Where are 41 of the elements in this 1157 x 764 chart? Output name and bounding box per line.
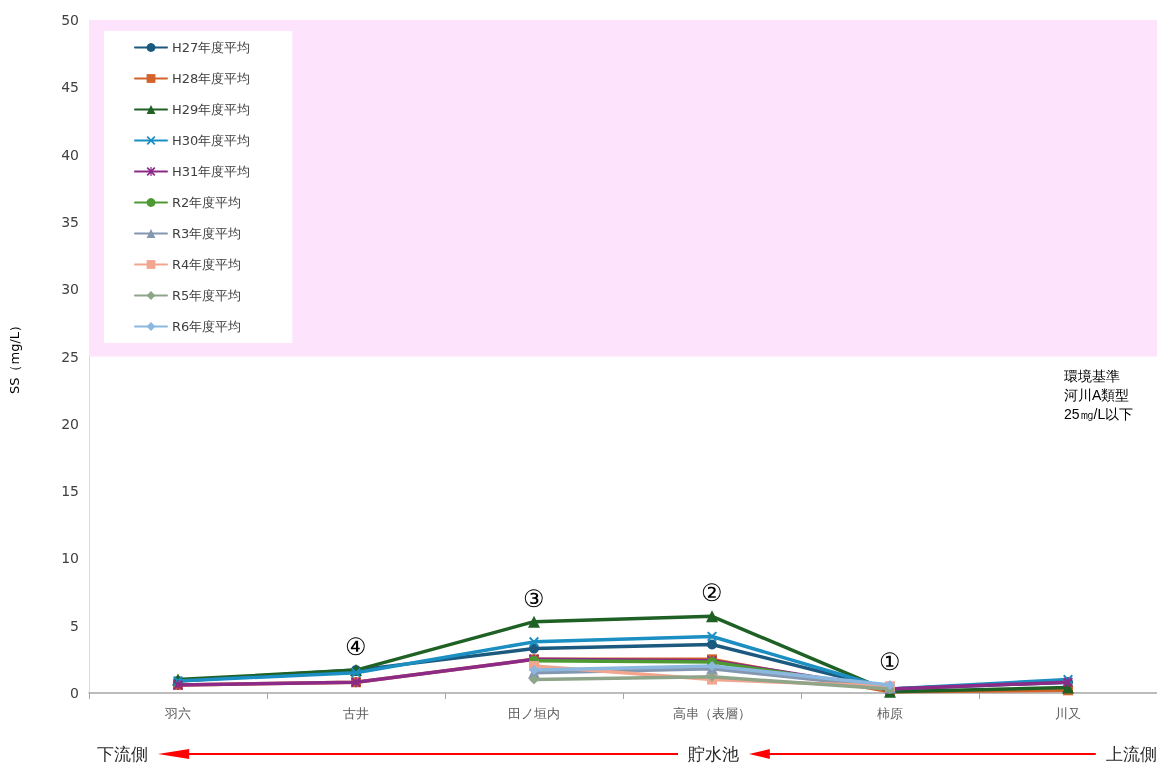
legend-label: H31年度平均 <box>172 164 251 179</box>
y-tick-label: 50 <box>61 12 79 28</box>
point <box>529 636 539 647</box>
point <box>529 674 539 685</box>
y-tick-label: 0 <box>70 685 79 701</box>
x-tick-label: 高串（表層） <box>673 706 751 721</box>
x-tick-label: 川又 <box>1055 706 1081 721</box>
annotation: ② <box>701 579 723 608</box>
y-tick-label: 30 <box>61 281 79 298</box>
y-tick-label: 45 <box>61 79 79 96</box>
y-tick-label: 35 <box>61 213 79 230</box>
legend-label: R6年度平均 <box>172 319 242 334</box>
y-tick-label: 40 <box>61 146 79 163</box>
point <box>528 615 540 628</box>
text: 上流側 <box>1106 742 1157 764</box>
band-label: 環境基準河川A類型25㎎/L以下 <box>1064 368 1134 422</box>
x-tick-label: 田ノ垣内 <box>508 706 560 721</box>
x-tick-label: 古井 <box>343 706 369 721</box>
point <box>707 639 717 650</box>
legend-label: H28年度平均 <box>172 71 251 86</box>
text: 貯水池 <box>688 742 740 764</box>
y-tick-label: 20 <box>61 415 79 432</box>
legend-label: R5年度平均 <box>172 288 242 303</box>
text: 下流側 <box>97 742 148 764</box>
x-tick-label: 羽六 <box>164 706 191 721</box>
y-tick-label: 25 <box>61 348 79 365</box>
legend-label: R2年度平均 <box>172 195 242 210</box>
legend-label: H29年度平均 <box>172 102 251 117</box>
legend-label: H27年度平均 <box>172 40 251 55</box>
legend-label: H30年度平均 <box>172 133 251 148</box>
legend-label: R4年度平均 <box>172 257 242 272</box>
annotation: ③ <box>523 584 545 613</box>
y-axis-title: SS（mg/L） <box>7 318 22 395</box>
y-tick-label: 5 <box>70 617 79 634</box>
y-tick-label: 10 <box>61 550 79 567</box>
point <box>706 610 718 623</box>
annotation: ④ <box>345 633 367 662</box>
x-tick-label: 柿原 <box>877 706 903 721</box>
legend-label: R3年度平均 <box>172 226 242 241</box>
annotation: ① <box>879 647 901 676</box>
y-tick-label: 15 <box>61 483 79 500</box>
